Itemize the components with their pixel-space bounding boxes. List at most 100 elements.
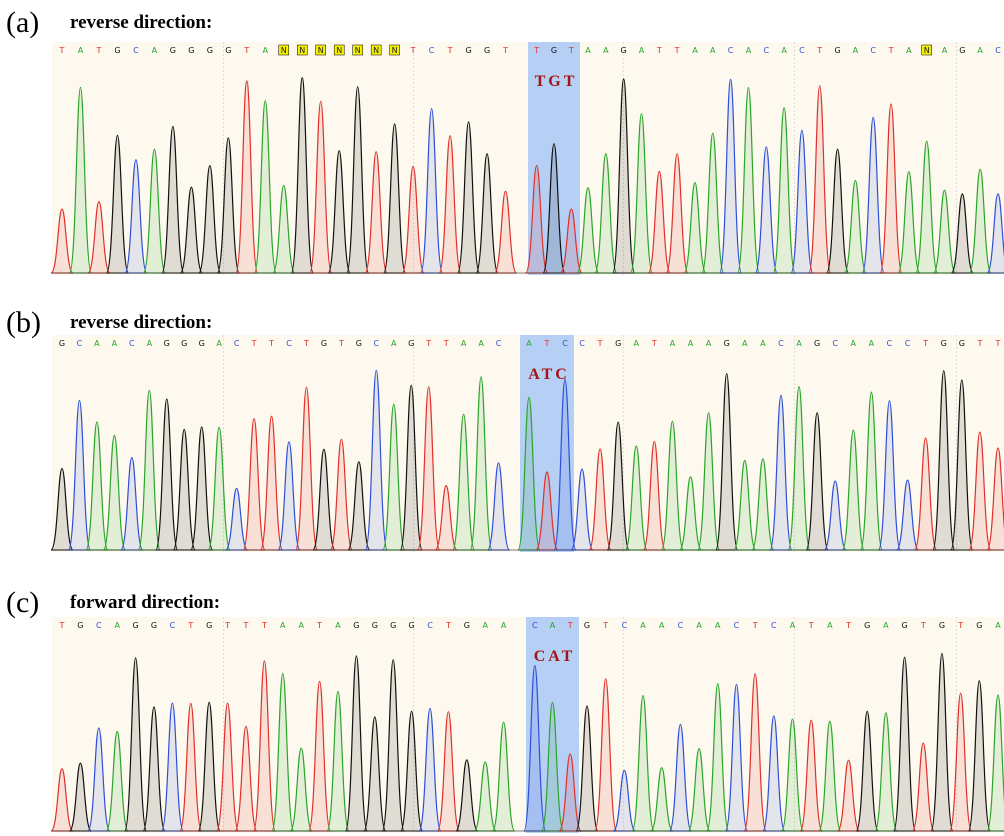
panel-title: forward direction: <box>70 592 220 613</box>
base-call: G <box>408 621 414 630</box>
base-call: C <box>995 46 1001 55</box>
base-call: A <box>710 46 716 55</box>
base-call: G <box>206 621 212 630</box>
base-call: A <box>216 339 222 348</box>
base-call: G <box>901 621 907 630</box>
base-call: A <box>696 621 702 630</box>
base-call: A <box>263 46 269 55</box>
base-call: G <box>941 339 947 348</box>
base-call: G <box>170 46 176 55</box>
base-call: C <box>96 621 102 630</box>
base-call: A <box>639 46 645 55</box>
base-call: A <box>869 339 875 348</box>
panel-title: reverse direction: <box>70 312 212 333</box>
panel: (b)reverse direction:ATCGCAACAGGGACTTCTG… <box>6 306 1004 552</box>
base-call: G <box>321 339 327 348</box>
base-call: A <box>659 621 665 630</box>
base-call: C <box>905 339 911 348</box>
base-call: G <box>551 46 557 55</box>
base-call: A <box>977 46 983 55</box>
base-call: A <box>742 339 748 348</box>
base-call: A <box>670 339 676 348</box>
base-call: T <box>268 339 274 348</box>
base-call: A <box>760 339 766 348</box>
base-call: T <box>96 46 102 55</box>
base-call: G <box>939 621 945 630</box>
panel: (c) forward direction: C A T T G C A G G C T G T T T A A T A… <box>6 586 1004 833</box>
panel-title: reverse direction: <box>70 12 212 33</box>
base-call: T <box>303 339 309 348</box>
base-call: G <box>484 46 490 55</box>
figure: (a)reverse direction:TGTTATGCAGGGGTANNNN… <box>0 0 1004 836</box>
base-call: G <box>976 621 982 630</box>
base-call: T <box>445 621 451 630</box>
base-call: C <box>734 621 740 630</box>
base-call: G <box>199 339 205 348</box>
panel-label: (c) <box>6 586 39 619</box>
base-call: T <box>251 339 257 348</box>
base-call: C <box>170 621 176 630</box>
base-call: T <box>602 621 608 630</box>
base-call: A <box>906 46 912 55</box>
base-call: T <box>567 621 573 630</box>
base-call: C <box>429 46 435 55</box>
base-call: A <box>152 46 158 55</box>
base-call: A <box>942 46 948 55</box>
base-call: A <box>781 46 787 55</box>
base-call: C <box>778 339 784 348</box>
base-call: G <box>408 339 414 348</box>
base-call: T <box>443 339 449 348</box>
base-call: C <box>870 46 876 55</box>
base-call: G <box>864 621 870 630</box>
base-call: G <box>151 621 157 630</box>
base-call: C <box>622 621 628 630</box>
base-call: T <box>544 339 550 348</box>
base-call: T <box>59 46 65 55</box>
base-call: G <box>114 46 120 55</box>
base-call: G <box>390 621 396 630</box>
base-call: C <box>562 339 568 348</box>
base-call: T <box>187 621 193 630</box>
base-call: T <box>224 621 230 630</box>
base-call: C <box>129 339 135 348</box>
base-call: G <box>814 339 820 348</box>
base-call: A <box>391 339 397 348</box>
base-call: G <box>584 621 590 630</box>
base-call: T <box>976 339 982 348</box>
base-call: C <box>427 621 433 630</box>
base-call: C <box>532 621 538 630</box>
base-call: A <box>692 46 698 55</box>
base-call: C <box>799 46 805 55</box>
base-call: A <box>482 621 488 630</box>
base-call: G <box>372 621 378 630</box>
base-call: A <box>461 339 467 348</box>
base-call: C <box>77 339 83 348</box>
base-call: T <box>808 621 814 630</box>
base-call: T <box>261 621 267 630</box>
codon-label: TGT <box>535 73 578 90</box>
codon-label: ATC <box>528 366 570 383</box>
base-call: N <box>355 46 361 55</box>
base-call: G <box>59 339 65 348</box>
base-call: T <box>752 621 758 630</box>
base-call: T <box>425 339 431 348</box>
base-call: N <box>924 46 930 55</box>
base-call: T <box>920 621 926 630</box>
base-call: A <box>746 46 752 55</box>
base-call: G <box>959 339 965 348</box>
base-call: A <box>640 621 646 630</box>
panel-label: (b) <box>6 306 41 339</box>
base-call: A <box>827 621 833 630</box>
base-call: T <box>316 621 322 630</box>
base-call: A <box>298 621 304 630</box>
base-call: G <box>353 621 359 630</box>
base-call: A <box>603 46 609 55</box>
base-call: A <box>995 621 1001 630</box>
base-call: G <box>959 46 965 55</box>
base-call: T <box>674 46 680 55</box>
base-call: G <box>464 621 470 630</box>
base-call: T <box>816 46 822 55</box>
base-call: N <box>392 46 398 55</box>
base-call: A <box>796 339 802 348</box>
base-call: C <box>771 621 777 630</box>
